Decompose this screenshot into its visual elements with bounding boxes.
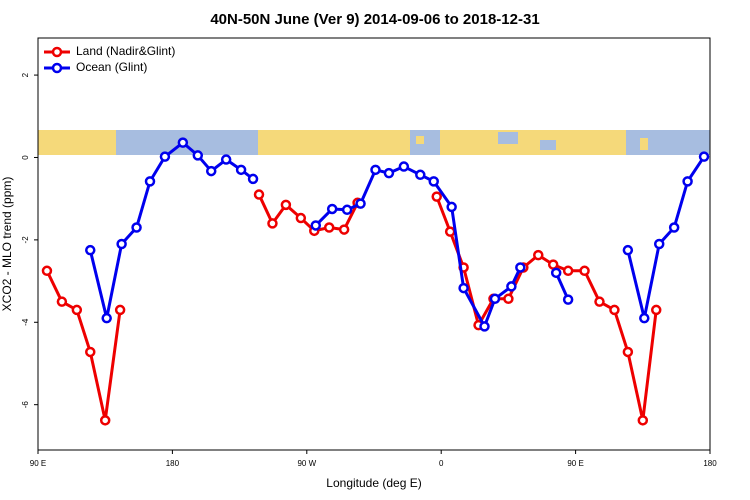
x-tick-label: 180 [703,459,717,468]
data-point [431,191,442,202]
data-point [99,415,111,426]
data-point [192,150,204,161]
data-point [383,167,395,179]
data-point [71,304,83,316]
data-point [547,259,559,270]
legend-label: Ocean (Glint) [76,60,147,74]
data-point [650,304,662,316]
data-point [116,238,127,250]
x-tick-label: 180 [166,459,180,468]
data-point [131,222,142,233]
data-point [41,265,53,277]
data-point [503,293,514,305]
data-point [341,204,353,216]
y-tick-label: 0 [21,155,30,160]
y-tick-label: -2 [21,236,30,244]
data-point [159,151,171,162]
data-point [338,224,350,235]
data-point [205,165,217,177]
data-point [310,220,322,231]
y-tick-label: -4 [21,318,30,326]
y-tick-label: 2 [21,72,30,77]
data-point [56,296,68,307]
chart-title: 40N-50N June (Ver 9) 2014-09-06 to 2018-… [210,11,539,28]
y-tick-label: -6 [21,401,30,409]
data-point [446,201,457,213]
data-point [637,415,649,426]
map-strip [38,130,710,155]
y-axis-label: XCO2 - MLO trend (ppm) [0,177,14,312]
x-tick-label: 90 E [30,459,46,468]
data-point [622,244,634,256]
data-point [622,346,634,358]
data-point [355,198,366,209]
x-tick-label: 90 E [567,459,583,468]
data-point [682,176,693,187]
data-point [550,267,562,279]
data-point [594,296,605,307]
x-tick-label: 90 W [297,459,316,468]
data-point [323,222,335,233]
data-point [444,226,456,237]
x-axis-label: Longitude (deg E) [326,476,421,490]
legend-label: Land (Nadir&Glint) [76,44,175,58]
data-point [370,164,381,176]
data-point [85,346,96,358]
series-line [88,141,706,328]
data-point [85,244,96,256]
data-point [280,199,292,211]
data-point [247,173,259,185]
data-point [101,312,112,324]
data-point [562,265,574,277]
data-point [326,203,338,215]
data-point [267,218,278,229]
data-point [253,189,265,200]
legend: Land (Nadir&Glint) Ocean (Glint) [44,44,175,74]
data-point [415,169,426,181]
data-point [144,176,156,187]
data-point [668,222,680,233]
data-point [428,176,439,187]
data-point [533,249,544,261]
data-point [235,164,247,176]
data-point [639,312,650,324]
data-point [114,304,126,316]
data-point [653,238,665,250]
data-point [295,212,307,224]
legend-marker [51,62,63,74]
data-point [220,154,232,165]
legend-marker [51,46,63,58]
data-point [562,294,574,305]
data-point [609,304,620,316]
data-point [479,321,490,332]
data-point [177,137,189,148]
data-point [579,265,590,277]
data-point [515,262,526,273]
data-point [458,282,469,294]
data-point [506,281,517,292]
plot-frame [37,37,711,451]
data-point [489,293,501,305]
data-point [698,151,710,162]
x-tick-label: 0 [439,459,444,468]
data-point [398,161,410,172]
